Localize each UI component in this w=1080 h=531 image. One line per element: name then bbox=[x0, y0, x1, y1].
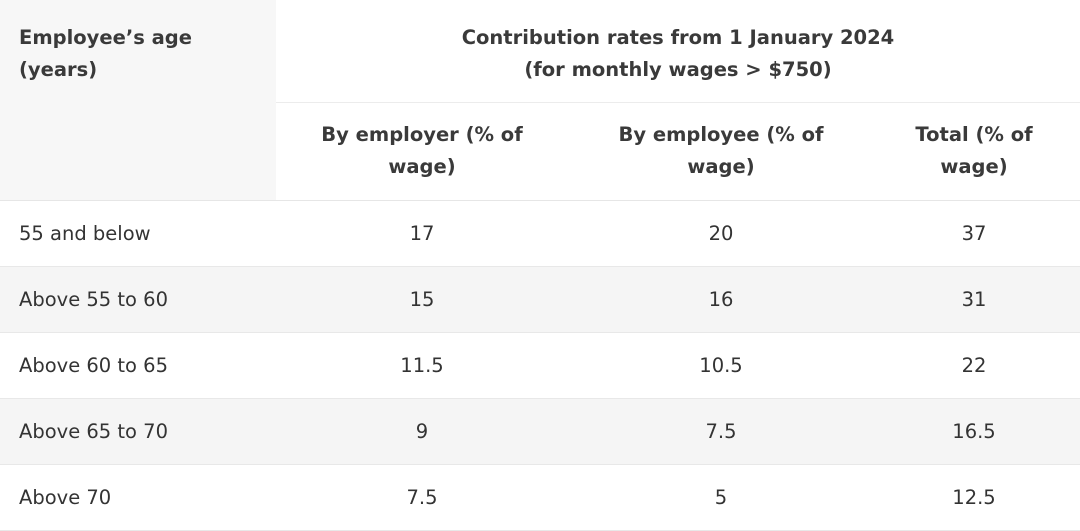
age-cell: Above 55 to 60 bbox=[19, 288, 168, 311]
employer-heading-line2: wage) bbox=[388, 155, 456, 178]
employer-heading-line1: By employer (% of bbox=[321, 123, 523, 146]
header-divider bbox=[276, 102, 1080, 103]
age-column-heading: Employee’s age (years) bbox=[19, 22, 192, 86]
employer-rate-cell: 7.5 bbox=[406, 486, 438, 509]
group-heading-line1: Contribution rates from 1 January 2024 bbox=[461, 26, 895, 49]
employer-rate-cell: 9 bbox=[415, 420, 429, 443]
total-rate-cell: 31 bbox=[961, 288, 987, 311]
employee-rate-cell: 7.5 bbox=[705, 420, 737, 443]
employer-rate-cell: 17 bbox=[409, 222, 435, 245]
total-heading-line1: Total (% of bbox=[915, 123, 1033, 146]
employee-rate-cell: 20 bbox=[708, 222, 734, 245]
employee-column-heading: By employee (% of wage) bbox=[568, 119, 874, 183]
table-row: Above 70 7.5 5 12.5 bbox=[0, 465, 1080, 531]
total-rate-cell: 16.5 bbox=[952, 420, 996, 443]
employee-rate-cell: 5 bbox=[714, 486, 728, 509]
employer-rate-cell: 15 bbox=[409, 288, 435, 311]
contribution-rates-heading: Contribution rates from 1 January 2024 (… bbox=[276, 22, 1080, 86]
employee-heading-line2: wage) bbox=[687, 155, 755, 178]
group-heading-line2: (for monthly wages > $750) bbox=[524, 58, 832, 81]
employer-rate-cell: 11.5 bbox=[400, 354, 444, 377]
total-column-heading: Total (% of wage) bbox=[874, 119, 1074, 183]
age-cell: Above 65 to 70 bbox=[19, 420, 168, 443]
age-cell: Above 60 to 65 bbox=[19, 354, 168, 377]
employee-rate-cell: 16 bbox=[708, 288, 734, 311]
table-row: Above 55 to 60 15 16 31 bbox=[0, 267, 1080, 333]
age-heading-line1: Employee’s age bbox=[19, 26, 192, 49]
total-rate-cell: 22 bbox=[961, 354, 987, 377]
table-row: Above 65 to 70 9 7.5 16.5 bbox=[0, 399, 1080, 465]
header-bottom-border bbox=[0, 200, 1080, 201]
age-heading-line2: (years) bbox=[19, 58, 98, 81]
employee-heading-line1: By employee (% of bbox=[618, 123, 824, 146]
total-rate-cell: 37 bbox=[961, 222, 987, 245]
total-rate-cell: 12.5 bbox=[952, 486, 996, 509]
age-cell: 55 and below bbox=[19, 222, 151, 245]
age-cell: Above 70 bbox=[19, 486, 112, 509]
employer-column-heading: By employer (% of wage) bbox=[276, 119, 568, 183]
age-header-cell bbox=[0, 0, 276, 201]
table-row: 55 and below 17 20 37 bbox=[0, 201, 1080, 267]
employee-rate-cell: 10.5 bbox=[699, 354, 743, 377]
table-row: Above 60 to 65 11.5 10.5 22 bbox=[0, 333, 1080, 399]
table-header: Employee’s age (years) Contribution rate… bbox=[0, 0, 1080, 201]
total-heading-line2: wage) bbox=[940, 155, 1008, 178]
